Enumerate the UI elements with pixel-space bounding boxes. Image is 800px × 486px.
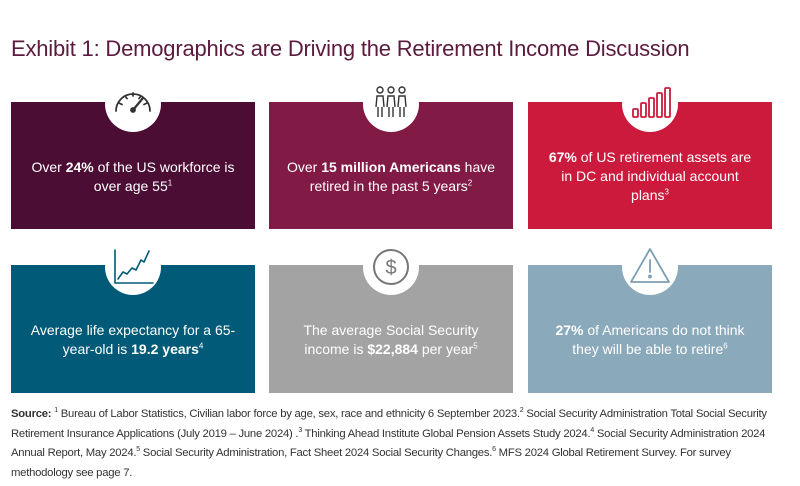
stat-text: 67% of US retirement assets are in DC an…	[548, 149, 752, 203]
warning-triangle-icon	[622, 239, 678, 295]
speedometer-icon	[105, 76, 161, 132]
footnote: Social Security Administration, Fact She…	[139, 447, 493, 459]
svg-text:$: $	[385, 257, 396, 279]
footnote: Social Security Administration Total Soc…	[11, 408, 767, 440]
stat-text: The average Social Security income is $2…	[303, 322, 479, 357]
people-group-icon	[363, 76, 419, 132]
footnote: Social Security Administration 2024 Annu…	[11, 427, 766, 460]
footnote: Bureau of Labor Statistics, Civilian lab…	[57, 408, 520, 420]
footnote: Thinking Ahead Institute Global Pension …	[301, 427, 591, 440]
stat-text: Over 15 million Americans have retired i…	[286, 158, 496, 194]
stat-text: Average life expectancy for a 65-year-ol…	[30, 322, 236, 357]
page-title: Exhibit 1: Demographics are Driving the …	[11, 36, 690, 61]
source-footnotes: Source: 1 Bureau of Labor Statistics, Ci…	[11, 407, 767, 479]
line-chart-icon	[105, 239, 161, 295]
bar-chart-icon	[622, 76, 678, 132]
stat-tile-social-security-income: The average Social Security income is $2…	[269, 265, 513, 393]
footnote: MFS 2024 Global Retirement Survey. For s…	[11, 447, 731, 479]
source-label: Source:	[11, 408, 52, 420]
dollar-coin-icon: $	[363, 239, 419, 295]
stat-text: Over 24% of the US workforce is over age…	[31, 158, 235, 194]
stat-text: 27% of Americans do not think they will …	[555, 322, 745, 357]
